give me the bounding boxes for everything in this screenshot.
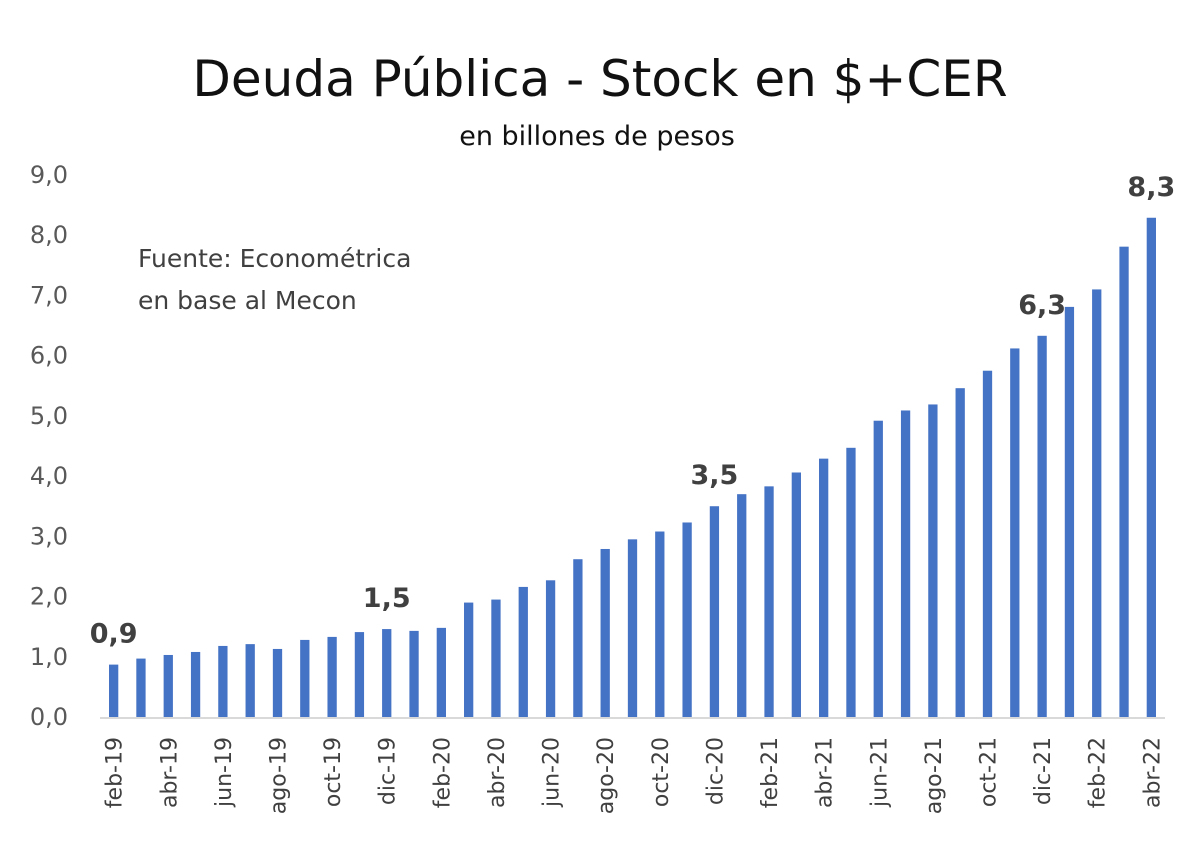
bar-nov-21 (1010, 348, 1020, 717)
bar-feb-19 (109, 664, 119, 717)
bar-may-21 (846, 447, 856, 717)
x-tick-label: abr-19 (157, 737, 182, 808)
bar-jul-21 (900, 410, 911, 717)
x-axis-ticks: feb-19 abr-19 jun-19 ago-19 oct-19 dic-19 feb-… (103, 737, 1166, 814)
bar-dic-19 (382, 629, 392, 717)
x-tick-label: oct-19 (321, 737, 346, 807)
y-tick-label: 5,0 (30, 402, 68, 430)
bar-dic-20 (709, 506, 720, 717)
x-tick-label: feb-22 (1086, 737, 1111, 808)
bar-ago-19 (272, 648, 283, 717)
x-tick-label: dic-20 (703, 737, 728, 805)
bar-feb-21 (764, 486, 774, 717)
x-tick-label: oct-21 (977, 737, 1002, 807)
x-tick-label: jun-20 (540, 737, 565, 808)
data-labels: 0,9 1,5 3,5 6,3 8,3 (90, 172, 1176, 650)
data-label: 8,3 (1127, 172, 1175, 203)
x-tick-label: feb-20 (430, 737, 455, 808)
bar-mar-21 (791, 472, 801, 717)
chart-title: Deuda Pública - Stock en $+CER (192, 50, 1007, 108)
data-label: 1,5 (363, 583, 411, 614)
bar-sep-19 (300, 639, 310, 717)
x-tick-label: jun-19 (212, 737, 237, 808)
data-label: 6,3 (1018, 290, 1066, 321)
bar-abr-21 (819, 458, 829, 717)
x-tick-label: oct-20 (649, 737, 674, 807)
x-tick-label: abr-22 (1140, 737, 1165, 808)
bar-ago-21 (928, 404, 938, 717)
bar-may-20 (518, 586, 528, 717)
bar-mar-22 (1119, 246, 1129, 718)
bar-jun-19 (218, 645, 228, 717)
bar-oct-19 (327, 636, 337, 717)
y-tick-label: 0,0 (30, 703, 68, 731)
bar-sep-20 (627, 539, 638, 717)
x-tick-label: abr-20 (485, 737, 510, 808)
bar-ene-20 (409, 630, 419, 717)
bar-oct-21 (982, 370, 993, 717)
y-tick-label: 1,0 (30, 643, 68, 671)
bar-ago-20 (600, 548, 610, 717)
bar-feb-22 (1092, 289, 1102, 717)
bar-abr-19 (163, 654, 173, 717)
x-tick-label: dic-19 (376, 737, 401, 805)
bar-abr-20 (491, 599, 501, 717)
source-note-line-2: en base al Mecon (138, 286, 357, 315)
bar-may-19 (190, 651, 201, 717)
bar-oct-20 (655, 531, 665, 717)
bar-ene-22 (1064, 306, 1075, 717)
bar-mar-20 (464, 602, 474, 717)
x-tick-label: feb-19 (103, 737, 128, 808)
bar-nov-20 (682, 522, 692, 717)
y-tick-label: 4,0 (30, 462, 68, 490)
bar-ene-21 (737, 494, 747, 717)
bar-series (109, 217, 1156, 718)
y-tick-label: 7,0 (30, 281, 68, 309)
y-tick-label: 6,0 (30, 342, 68, 370)
bar-jun-20 (545, 580, 556, 717)
y-tick-label: 9,0 (30, 161, 68, 189)
chart-subtitle: en billones de pesos (459, 121, 735, 152)
x-tick-label: abr-21 (813, 737, 838, 808)
bar-feb-20 (436, 627, 446, 717)
bar-jun-21 (873, 420, 883, 717)
x-tick-label: jun-21 (867, 737, 892, 808)
x-tick-label: ago-20 (594, 737, 619, 814)
x-tick-label: feb-21 (758, 737, 783, 808)
bar-dic-21 (1037, 335, 1047, 717)
x-tick-label: ago-21 (922, 737, 947, 814)
bar-mar-19 (136, 658, 146, 717)
x-tick-label: ago-19 (267, 737, 292, 814)
data-label: 0,9 (90, 619, 138, 650)
bar-abr-22 (1146, 217, 1156, 717)
bar-jul-19 (245, 644, 255, 717)
bar-sep-21 (955, 388, 965, 717)
bar-jul-20 (573, 559, 583, 717)
bar-nov-19 (354, 632, 365, 717)
y-tick-label: 8,0 (30, 221, 68, 249)
y-axis-ticks: 0,0 1,0 2,0 3,0 4,0 5,0 6,0 7,0 8,0 9,0 (30, 161, 68, 731)
source-note-line-1: Fuente: Econométrica (138, 244, 411, 273)
y-tick-label: 2,0 (30, 583, 68, 611)
data-label: 3,5 (691, 460, 739, 491)
y-tick-label: 3,0 (30, 522, 68, 550)
x-tick-label: dic-21 (1031, 737, 1056, 805)
